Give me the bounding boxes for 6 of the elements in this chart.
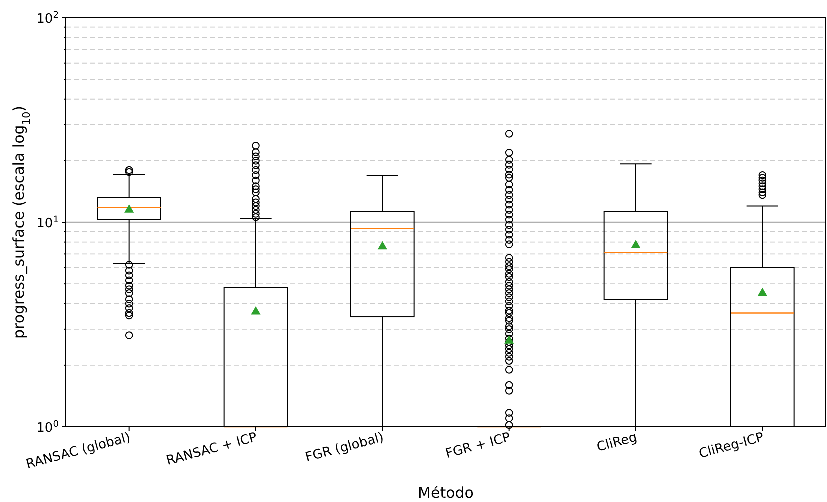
- y-tick-label: 10$^{1}$: [36, 216, 59, 232]
- x-tick-label: CliReg: [596, 430, 640, 456]
- y-tick-label: 10$^{2}$: [36, 11, 59, 27]
- x-tick-label: FGR + ICP: [444, 430, 513, 462]
- y-tick-label: 10$^{0}$: [36, 420, 60, 436]
- x-axis-title: Método: [418, 484, 474, 502]
